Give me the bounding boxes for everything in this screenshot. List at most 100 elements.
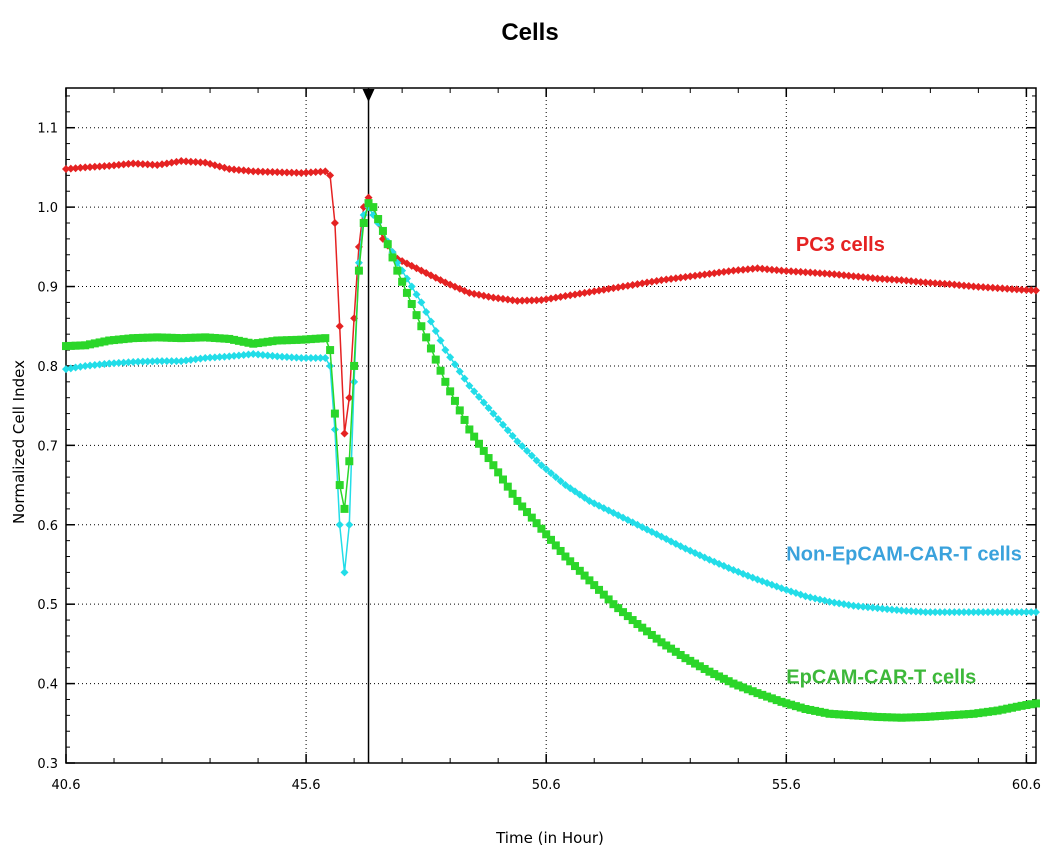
data-point [830,710,839,719]
data-point [1032,608,1040,617]
data-point [844,271,853,280]
data-point [1017,701,1026,710]
data-point [287,353,296,362]
data-point [585,576,594,585]
data-point [782,699,791,708]
data-point [278,336,287,345]
data-point [172,157,181,166]
data-point [474,392,483,401]
data-point [782,266,791,275]
data-point [652,276,661,285]
data-point [931,279,940,288]
data-point [426,344,435,353]
data-point [518,296,527,305]
data-point [599,504,608,513]
data-point [1022,285,1031,294]
data-point [537,296,546,305]
data-point [158,333,167,342]
data-point [417,298,426,307]
data-point [729,679,738,688]
data-point [609,600,618,609]
data-point [839,710,848,719]
data-point [715,268,724,277]
data-point [763,265,772,274]
data-point [911,713,920,722]
data-point [820,708,829,717]
data-point [667,644,676,653]
data-point [595,585,604,594]
data-point [532,296,541,305]
data-point [801,268,810,277]
data-point [825,709,834,718]
data-point [306,335,315,344]
data-point [969,282,978,291]
data-point [902,276,911,285]
data-point [907,713,916,722]
data-point [311,168,320,177]
data-point [306,354,315,362]
data-point [940,608,949,617]
data-point [974,709,983,718]
data-point [518,502,527,511]
data-point [431,327,440,335]
data-point [162,357,171,366]
data-point [244,338,253,347]
data-point [422,333,431,342]
data-point [278,352,287,361]
data-point [873,274,882,283]
x-axis-label: Time (in Hour) [495,829,604,847]
data-point [407,282,416,291]
data-point [705,269,714,278]
data-point [350,361,359,370]
data-point [1012,285,1021,294]
series-label-epcam-car-t-cells: EpCAM-CAR-T cells [786,667,976,689]
data-point [81,341,90,350]
data-point [81,361,90,370]
data-point [66,341,75,350]
data-point [868,274,877,283]
data-point [734,266,743,275]
data-point [921,608,930,617]
data-point [892,275,901,284]
data-point [81,163,90,172]
data-point [225,352,234,361]
data-point [364,199,373,208]
data-point [215,353,224,362]
data-point [609,284,618,293]
data-point [911,277,920,286]
data-point [316,167,325,176]
data-point [883,275,892,284]
data-point [844,600,853,609]
data-point [254,339,263,348]
data-point [95,338,104,347]
data-point [892,606,901,615]
data-point [532,456,541,465]
data-point [210,353,219,362]
data-point [561,552,570,561]
data-point [110,359,119,368]
data-point [604,284,613,293]
data-point [983,707,992,716]
data-point [345,457,354,466]
data-point [1007,608,1016,617]
data-point [90,339,99,348]
data-point [681,273,690,281]
data-point [100,162,109,171]
data-point [710,670,719,679]
data-point [863,603,872,612]
data-point [974,608,983,617]
data-point [441,346,450,355]
data-point [628,280,637,289]
data-point [153,161,162,170]
data-point [575,566,584,575]
data-point [182,157,191,166]
data-point [830,598,839,607]
data-point [182,333,191,342]
data-point [292,168,301,177]
data-point [849,272,858,281]
data-point [623,281,632,290]
data-point [825,269,834,278]
data-point [316,354,325,362]
data-point [297,354,306,362]
data-point [479,446,488,455]
